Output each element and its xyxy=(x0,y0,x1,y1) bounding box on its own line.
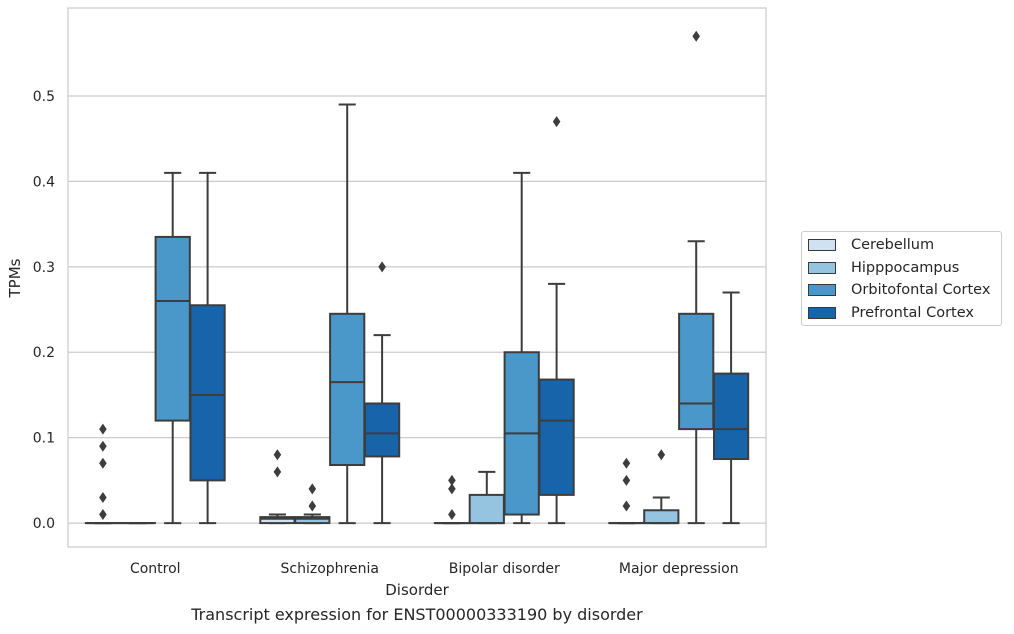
box-2-1 xyxy=(329,103,366,525)
box-0-3 xyxy=(608,457,645,525)
series-prefrontal-cortex xyxy=(189,116,750,525)
y-tick-label-4: 0.4 xyxy=(33,174,55,190)
legend-label: Cerebellum xyxy=(851,237,935,253)
figure-caption: Transcript expression for ENST0000033319… xyxy=(191,605,643,624)
y-tick-label-5: 0.5 xyxy=(33,89,55,105)
outlier-point xyxy=(448,509,456,521)
x-tick-label-0: Control xyxy=(130,561,181,577)
legend-item-orbitofontal-cortex: Orbitofontal Cortex xyxy=(808,279,990,301)
y-tick-labels: 0.0 0.1 0.2 0.3 0.4 0.5 xyxy=(33,89,55,532)
outlier-point xyxy=(308,483,317,495)
legend-swatch xyxy=(808,239,836,251)
box-body xyxy=(294,516,331,525)
box-1-2 xyxy=(468,470,505,525)
outlier-point xyxy=(692,30,700,42)
legend-item-hipppocampus: Hipppocampus xyxy=(808,257,959,279)
box-body xyxy=(678,312,715,431)
outlier-point xyxy=(552,116,561,128)
x-tick-label-1: Schizophrenia xyxy=(281,561,379,577)
legend-label: Hipppocampus xyxy=(851,259,960,276)
box-3-0 xyxy=(189,171,226,525)
legend-swatch xyxy=(808,284,836,296)
y-tick-label-3: 0.3 xyxy=(33,260,55,276)
x-axis-label: Disorder xyxy=(385,581,449,599)
legend-item-cerebellum: Cerebellum xyxy=(808,234,934,256)
legend: Cerebellum Hipppocampus Orbitofontal Corte… xyxy=(801,231,1002,326)
box-3-1 xyxy=(363,261,401,525)
outlier-point xyxy=(273,466,282,478)
legend-swatch xyxy=(808,306,836,319)
outlier-point xyxy=(308,500,317,512)
box-3-3 xyxy=(712,291,750,525)
outlier-point xyxy=(378,261,386,273)
box-body xyxy=(363,402,401,458)
box-series xyxy=(84,30,750,525)
legend-label: Orbitofontal Cortex xyxy=(851,282,991,298)
box-3-2 xyxy=(538,116,575,525)
box-body xyxy=(189,304,226,482)
series-orbitofontal-cortex xyxy=(154,30,715,525)
outlier-point xyxy=(448,474,456,486)
outlier-point xyxy=(657,449,666,461)
box-body xyxy=(643,509,680,525)
box-body xyxy=(538,378,575,496)
box-1-3 xyxy=(643,449,680,525)
y-tick-label-1: 0.1 xyxy=(33,431,55,447)
outlier-point xyxy=(99,440,107,452)
box-0-1 xyxy=(259,449,296,525)
outlier-point xyxy=(273,449,282,461)
box-2-0 xyxy=(154,171,191,525)
outlier-point xyxy=(99,491,107,503)
outlier-point xyxy=(99,423,107,435)
series-hipppocampus xyxy=(119,449,680,525)
x-tick-label-3: Major depression xyxy=(619,561,739,577)
x-tick-label-2: Bipolar disorder xyxy=(449,561,560,577)
y-tick-label-0: 0.0 xyxy=(33,516,55,532)
box-body xyxy=(329,312,366,466)
outlier-point xyxy=(99,509,107,521)
legend-item-prefrontal-cortex: Prefrontal Cortex xyxy=(808,302,974,324)
box-0-0 xyxy=(84,423,122,525)
box-body xyxy=(154,235,191,422)
outlier-point xyxy=(622,474,631,486)
outlier-point xyxy=(622,500,631,512)
x-tick-labels: Control Schizophrenia Bipolar disorder Majo… xyxy=(130,561,739,577)
y-axis-label: TPMs xyxy=(6,258,24,298)
outlier-point xyxy=(622,457,631,469)
box-2-2 xyxy=(503,171,540,525)
y-tick-label-2: 0.2 xyxy=(33,345,55,361)
legend-swatch xyxy=(808,261,836,274)
box-1-1 xyxy=(294,483,331,525)
box-body xyxy=(468,493,505,525)
legend-label: Prefrontal Cortex xyxy=(851,304,974,321)
box-body xyxy=(712,372,750,461)
outlier-point xyxy=(448,483,456,495)
box-2-3 xyxy=(678,30,715,525)
outlier-point xyxy=(99,457,107,469)
